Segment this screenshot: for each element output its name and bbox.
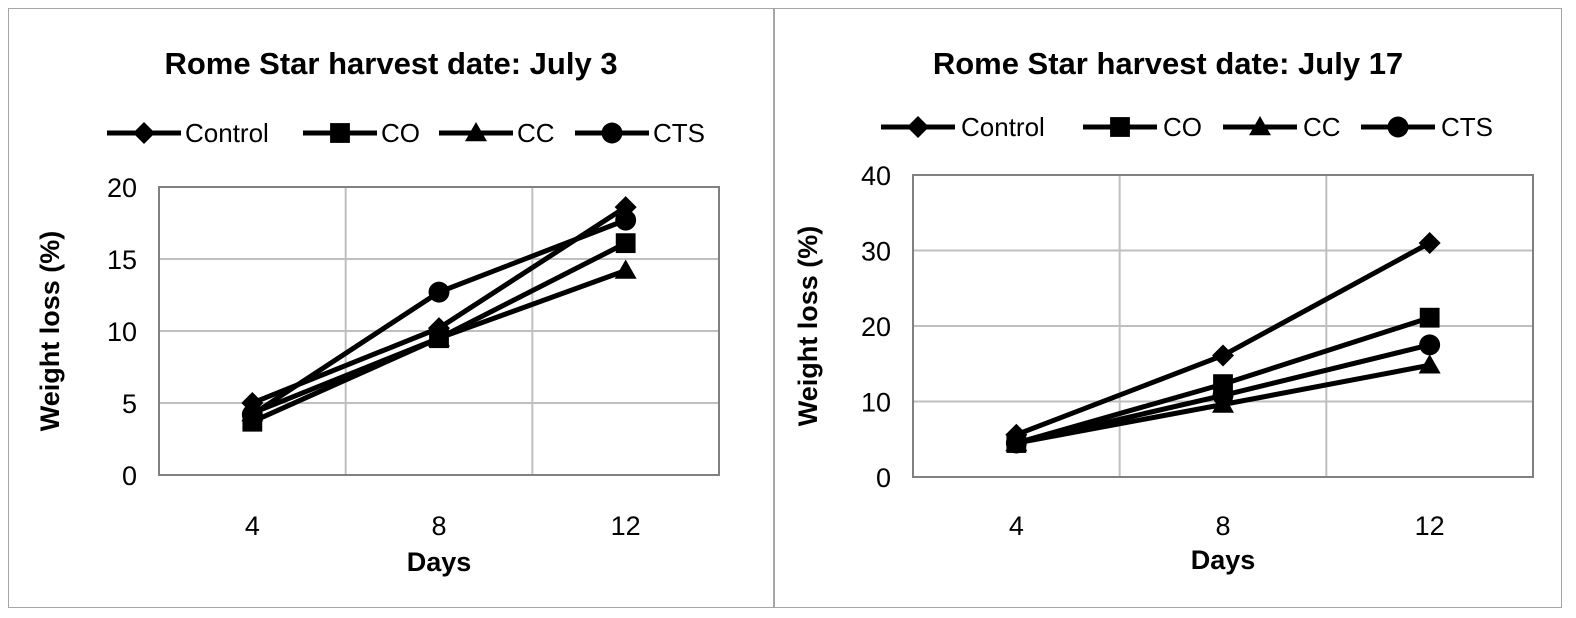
plot-area-border	[912, 174, 1534, 478]
chart-svg-july-3: Rome Star harvest date: July 3 Control CO C…	[35, 46, 720, 577]
data-point-cc	[428, 327, 450, 347]
y-tick-label: 20	[861, 312, 891, 342]
data-point-cts	[1419, 334, 1441, 356]
x-tick-label: 8	[431, 511, 446, 541]
x-tick-label: 4	[245, 511, 260, 541]
legend-marker-square	[1110, 117, 1130, 137]
x-tick-label: 8	[1215, 511, 1230, 541]
y-tick-label: 0	[122, 461, 137, 491]
legend-marker-diamond	[133, 122, 155, 144]
legend-item-co: CO	[1083, 112, 1202, 142]
y-tick-label: 0	[876, 463, 891, 493]
y-tick-label: 15	[107, 245, 137, 275]
data-point-control	[1418, 231, 1441, 254]
legend-label-cts: CTS	[1441, 112, 1493, 142]
y-tick-label: 5	[122, 389, 137, 419]
y-tick-label: 40	[861, 161, 891, 191]
series-control	[1005, 231, 1441, 446]
legend-item-cts: CTS	[575, 118, 705, 148]
legend-item-co: CO	[303, 118, 420, 148]
legend-item-cc: CC	[439, 118, 555, 148]
y-tick-label: 20	[107, 173, 137, 203]
data-point-control	[1212, 344, 1234, 367]
chart-title: Rome Star harvest date: July 3	[164, 46, 617, 81]
data-point-cts	[1212, 385, 1234, 406]
legend-label-cts: CTS	[653, 118, 705, 148]
y-tick-label: 10	[861, 388, 891, 418]
legend-label-co: CO	[1163, 112, 1202, 142]
y-tick-label: 10	[107, 317, 137, 347]
legend-marker-circle	[1387, 116, 1409, 138]
x-axis-title: Days	[1191, 545, 1256, 575]
y-axis-title: Weight loss (%)	[35, 231, 65, 432]
chart-panel-july-17: Rome Star harvest date: July 17 Control CO…	[774, 8, 1562, 608]
x-axis-title: Days	[407, 547, 472, 577]
chart-panel-july-3: Rome Star harvest date: July 3 Control CO C…	[8, 8, 774, 608]
series-cts	[1005, 334, 1441, 454]
data-point-cts	[1005, 432, 1027, 454]
legend-item-cts: CTS	[1361, 112, 1493, 142]
legend-item-control: Control	[881, 112, 1045, 142]
data-point-co	[615, 233, 636, 254]
legend-label-control: Control	[961, 112, 1045, 142]
legend-marker-triangle	[465, 122, 487, 142]
legend-label-cc: CC	[517, 118, 555, 148]
legend-label-cc: CC	[1303, 112, 1341, 142]
chart-svg-july-17: Rome Star harvest date: July 17 Control CO…	[793, 46, 1534, 575]
legend-label-co: CO	[381, 118, 420, 148]
legend-marker-circle	[601, 122, 623, 144]
data-point-co	[1419, 307, 1440, 328]
legend-marker-diamond	[907, 116, 929, 138]
series-line-control	[251, 205, 628, 406]
legend-marker-square	[330, 123, 350, 143]
data-point-cts	[428, 281, 450, 303]
x-tick-label: 12	[611, 511, 641, 541]
plot-area-border	[158, 186, 720, 476]
data-point-cts	[615, 209, 637, 231]
y-axis-title: Weight loss (%)	[793, 226, 823, 427]
legend-marker-triangle	[1249, 116, 1271, 136]
legend-item-cc: CC	[1223, 112, 1341, 142]
x-tick-label: 4	[1009, 511, 1024, 541]
legend-label-control: Control	[185, 118, 269, 148]
data-point-cc	[614, 259, 637, 279]
legend-item-control: Control	[107, 118, 269, 148]
data-point-cts	[241, 404, 263, 425]
chart-title: Rome Star harvest date: July 17	[933, 46, 1403, 81]
gridlines	[912, 174, 1534, 478]
y-tick-label: 30	[861, 237, 891, 267]
series-cts	[241, 209, 637, 425]
data-point-cc	[1418, 354, 1441, 374]
x-tick-label: 12	[1415, 511, 1445, 541]
